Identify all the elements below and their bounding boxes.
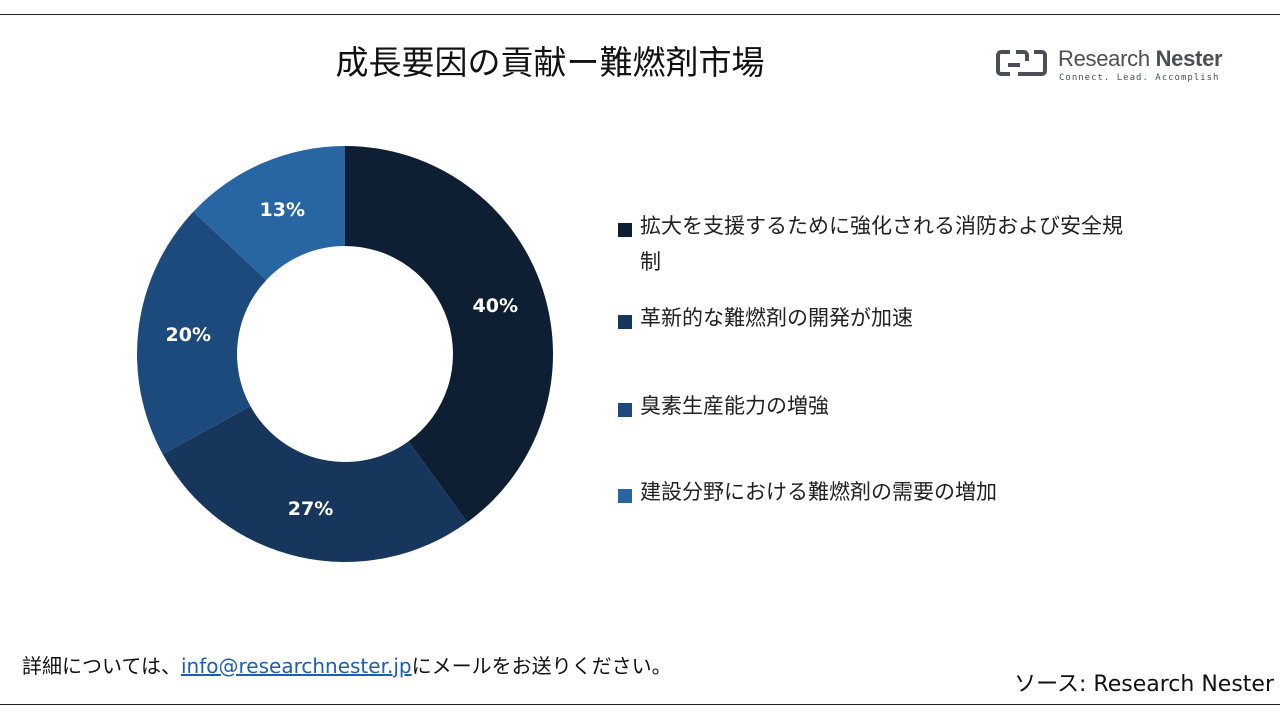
slice-value-label: 20%: [166, 324, 211, 346]
donut-slice: [193, 146, 345, 281]
bottom-divider: [0, 704, 1280, 705]
slice-value-label: 27%: [288, 498, 333, 520]
contact-note-suffix: にメールをお送りください。: [411, 654, 672, 678]
research-nester-logo: Research Nester Connect. Lead. Accomplis…: [996, 44, 1226, 92]
legend-swatch: [618, 223, 632, 237]
logo-mark-icon: [996, 50, 1047, 76]
donut-chart: 40% 27% 20% 13%: [136, 146, 553, 562]
contact-note-prefix: 詳細については、: [22, 654, 181, 678]
legend-swatch: [618, 315, 632, 329]
legend-label: 建設分野における難燃剤の需要の増加: [640, 480, 997, 504]
donut-slice: [162, 406, 468, 562]
source-credit: ソース: Research Nester: [1014, 672, 1274, 697]
legend-swatch: [618, 403, 632, 417]
slice-value-label: 40%: [473, 295, 518, 317]
legend-swatch: [618, 489, 632, 503]
logo-tagline: Connect. Lead. Accomplish: [1059, 73, 1220, 83]
donut-slice: [345, 146, 553, 523]
page-title: 成長要因の貢献ー難燃剤市場: [335, 43, 765, 82]
legend-label: 臭素生産能力の増強: [640, 394, 829, 418]
legend-label: 拡大を支援するために強化される消防および安全規制: [640, 214, 1123, 274]
contact-note: 詳細については、info@researchnester.jpにメールをお送りくだ…: [22, 650, 672, 679]
top-divider: [0, 14, 1280, 15]
logo-wordmark: Research Nester: [1058, 46, 1223, 71]
donut-slice: [136, 211, 267, 455]
slice-value-label: 13%: [260, 199, 305, 221]
contact-email-link[interactable]: info@researchnester.jp: [181, 654, 412, 678]
legend-label: 革新的な難燃剤の開発が加速: [640, 306, 913, 330]
